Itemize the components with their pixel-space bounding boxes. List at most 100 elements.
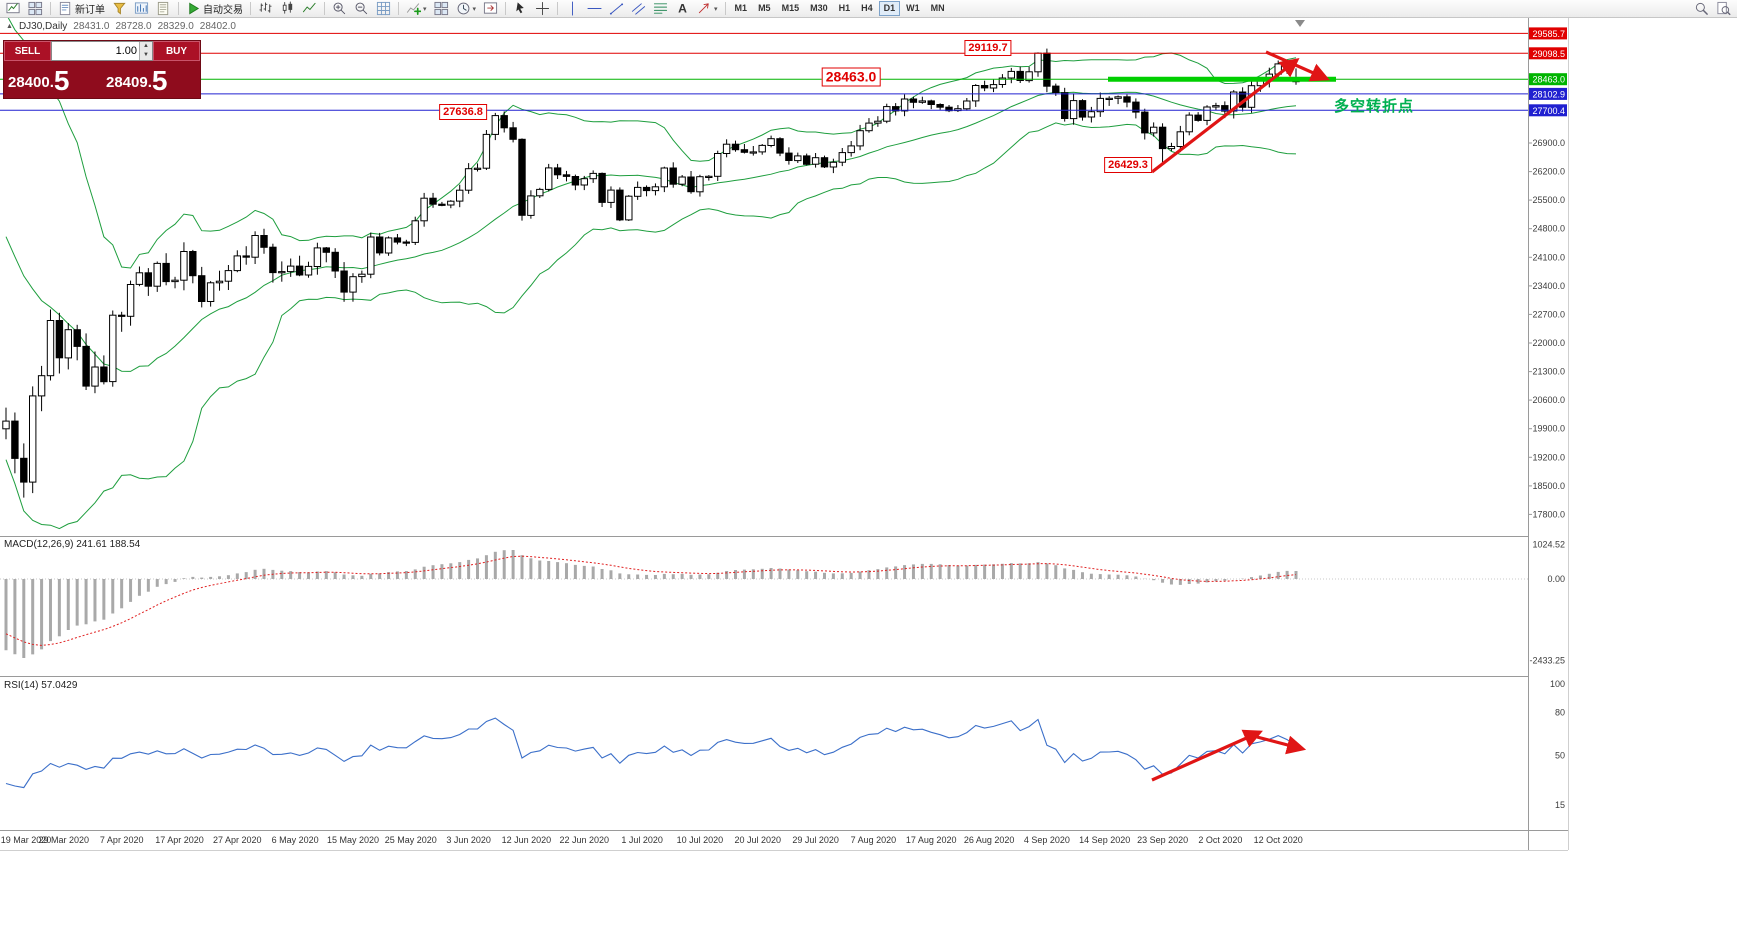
- svg-text:28102.9: 28102.9: [1532, 89, 1565, 99]
- search-button[interactable]: [1691, 0, 1712, 18]
- price-callout: 26429.3: [1104, 157, 1152, 173]
- indadd-icon: [406, 1, 421, 16]
- svg-text:26900.0: 26900.0: [1532, 138, 1565, 148]
- macd-pane[interactable]: [0, 550, 1528, 658]
- svg-text:24800.0: 24800.0: [1532, 224, 1565, 234]
- bar-chart-button[interactable]: [255, 0, 276, 18]
- sell-button[interactable]: SELL: [4, 41, 51, 61]
- chart-symbol-label: DJ30,Daily: [18, 21, 68, 32]
- volume-down-arrow[interactable]: ▼: [139, 51, 152, 60]
- textA-icon: A: [675, 1, 690, 16]
- svg-text:7 Aug 2020: 7 Aug 2020: [851, 835, 897, 845]
- zoom-in-button[interactable]: [329, 0, 350, 18]
- crosshair-tool-button[interactable]: [532, 0, 553, 18]
- svg-text:19200.0: 19200.0: [1532, 452, 1565, 462]
- svg-text:26200.0: 26200.0: [1532, 167, 1565, 177]
- ohlc-close: 28402.0: [199, 21, 236, 32]
- svg-text:2 Oct 2020: 2 Oct 2020: [1198, 835, 1242, 845]
- channel-tool[interactable]: [628, 0, 649, 18]
- timeframe-mn-button[interactable]: MN: [930, 3, 945, 13]
- hline-icon: [587, 1, 602, 16]
- svg-text:29098.5: 29098.5: [1532, 49, 1565, 59]
- market-watch-button[interactable]: [131, 0, 152, 18]
- timeframe-h4-button[interactable]: H4: [861, 3, 873, 13]
- vertical-line-tool[interactable]: [562, 0, 583, 18]
- trend-arrow: [1265, 50, 1330, 82]
- timeframe-w1-button[interactable]: W1: [906, 3, 920, 13]
- candlestick-chart-button[interactable]: [277, 0, 298, 18]
- cursor-tool-button[interactable]: [510, 0, 531, 18]
- timeframe-h1-button[interactable]: H1: [838, 3, 851, 13]
- clock-icon: [456, 1, 471, 16]
- autotrade-button[interactable]: 自动交易: [183, 0, 246, 18]
- one-click-collapse-icon[interactable]: ▲: [6, 23, 13, 30]
- timeframe-m5-button[interactable]: M5: [758, 3, 771, 13]
- svg-text:-2433.25: -2433.25: [1529, 656, 1565, 666]
- fibonacci-tool[interactable]: [650, 0, 671, 18]
- volume-value: 1.00: [115, 45, 137, 57]
- zoom-out-button[interactable]: [351, 0, 372, 18]
- chart-shift-button[interactable]: [480, 0, 501, 18]
- turning-point-annotation: 多空转折点: [1334, 98, 1415, 115]
- svg-text:27700.4: 27700.4: [1532, 106, 1565, 116]
- svg-text:18500.0: 18500.0: [1532, 481, 1565, 491]
- buy-button[interactable]: BUY: [153, 41, 200, 61]
- svg-text:25 May 2020: 25 May 2020: [385, 835, 437, 845]
- svg-text:4 Sep 2020: 4 Sep 2020: [1024, 835, 1070, 845]
- svg-text:29 Jul 2020: 29 Jul 2020: [792, 835, 839, 845]
- chart-objects: [0, 20, 1528, 782]
- chevron-down-icon: ▾: [714, 5, 718, 13]
- timeframe-m1-button[interactable]: M1: [734, 3, 748, 13]
- indicators-button[interactable]: ▾: [403, 0, 430, 18]
- grid-toggle-button[interactable]: [373, 0, 394, 18]
- chevron-down-icon: ▾: [423, 5, 427, 13]
- terminal-button[interactable]: [153, 0, 174, 18]
- price-callout: 28463.0: [821, 67, 881, 87]
- volume-up-arrow[interactable]: ▲: [139, 42, 152, 51]
- svg-text:27 Apr 2020: 27 Apr 2020: [213, 835, 262, 845]
- tile-windows-button[interactable]: [25, 0, 46, 18]
- toolbar-separator: [724, 2, 726, 15]
- price-callout: 27636.8: [439, 104, 487, 120]
- svg-text:17 Aug 2020: 17 Aug 2020: [906, 835, 957, 845]
- arrows-tool[interactable]: ▾: [694, 0, 721, 18]
- new-chart-button[interactable]: [3, 0, 24, 18]
- svg-text:23400.0: 23400.0: [1532, 281, 1565, 291]
- new-order-button-label: 新订单: [75, 5, 105, 16]
- line-chart-button[interactable]: [299, 0, 320, 18]
- bars-icon: [258, 1, 273, 16]
- periods-button[interactable]: ▾: [453, 0, 480, 18]
- doc-icon: [156, 1, 171, 16]
- svg-text:19 Mar 2020: 19 Mar 2020: [1, 835, 52, 845]
- cross-icon: [535, 1, 550, 16]
- svg-text:29 Mar 2020: 29 Mar 2020: [39, 835, 90, 845]
- timeframe-m30-button[interactable]: M30: [810, 3, 828, 13]
- svg-text:28463.0: 28463.0: [1532, 75, 1565, 85]
- timeframe-m15-button[interactable]: M15: [781, 3, 800, 13]
- play-icon: [186, 1, 201, 16]
- data-window-button[interactable]: [109, 0, 130, 18]
- windows-button[interactable]: [431, 0, 452, 18]
- text-tool[interactable]: A: [672, 0, 693, 18]
- new-order-button[interactable]: 新订单: [55, 0, 108, 18]
- timeframe-d1-button[interactable]: D1: [878, 1, 901, 16]
- price-level-tag: [1529, 73, 1567, 86]
- rsi-pane[interactable]: [5, 717, 1297, 789]
- trend-arrow: [1256, 735, 1307, 755]
- svg-text:22000.0: 22000.0: [1532, 338, 1565, 348]
- trend-arrow: [1151, 729, 1263, 782]
- grid-icon: [376, 1, 391, 16]
- search-icon: [1694, 1, 1709, 16]
- volume-field[interactable]: 1.00 ▲ ▼: [51, 41, 153, 61]
- fibo-icon: [653, 1, 668, 16]
- ohlc-open: 28431.0: [73, 21, 110, 32]
- svg-text:17800.0: 17800.0: [1532, 509, 1565, 519]
- price-level-tag: [1529, 27, 1567, 40]
- quick-search-button[interactable]: [1713, 0, 1734, 18]
- svg-text:1 Jul 2020: 1 Jul 2020: [621, 835, 663, 845]
- trend-icon: [609, 1, 624, 16]
- trendline-tool[interactable]: [606, 0, 627, 18]
- one-click-trading-panel: SELL 1.00 ▲ ▼ BUY 28400. 5 28409. 5: [3, 40, 201, 99]
- horizontal-line-tool[interactable]: [584, 0, 605, 18]
